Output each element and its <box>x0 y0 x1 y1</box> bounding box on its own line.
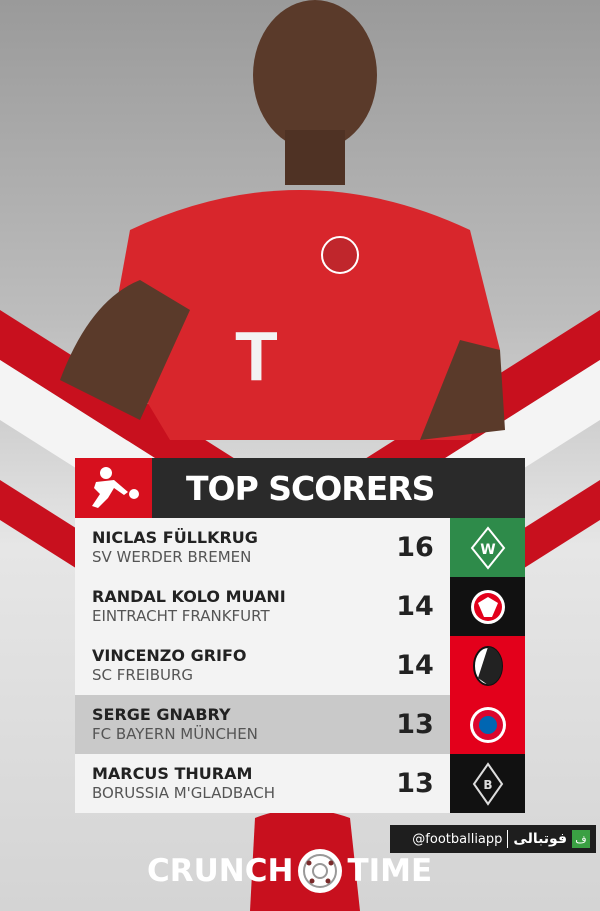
top-scorers-table: TOP SCORERS NICLAS FÜLLKRUG SV WERDER BR… <box>75 458 525 813</box>
svg-text:T: T <box>235 317 278 395</box>
player-info: RANDAL KOLO MUANI EINTRACHT FRANKFURT <box>75 577 380 636</box>
player-name: MARCUS THURAM <box>92 764 253 783</box>
goal-count: 14 <box>396 650 434 681</box>
meisterschale-icon <box>298 849 343 893</box>
watermark: @footballiapp فوتبالی ف <box>390 825 596 853</box>
club-badge <box>450 695 525 754</box>
club-name: SV WERDER BREMEN <box>92 548 252 566</box>
footballi-logo-icon: ف <box>572 830 590 848</box>
crunch-text: CRUNCH <box>147 853 294 889</box>
bundesliga-logo-icon <box>75 458 152 518</box>
club-name: EINTRACHT FRANKFURT <box>92 607 270 625</box>
player-info: MARCUS THURAM BORUSSIA M'GLADBACH <box>75 754 380 813</box>
goal-count: 13 <box>396 768 434 799</box>
fc-bayern-crest-icon <box>469 706 506 743</box>
club-badge: B <box>450 754 525 813</box>
player-info: VINCENZO GRIFO SC FREIBURG <box>75 636 380 695</box>
club-name: FC BAYERN MÜNCHEN <box>92 725 258 743</box>
werder-bremen-crest-icon: W <box>470 525 505 570</box>
goal-count: 16 <box>396 532 434 563</box>
table-row: MARCUS THURAM BORUSSIA M'GLADBACH 13 B <box>75 754 525 813</box>
watermark-handle: @footballiapp <box>412 831 503 847</box>
divider <box>507 830 509 848</box>
player-info: NICLAS FÜLLKRUG SV WERDER BREMEN <box>75 518 380 577</box>
club-name: SC FREIBURG <box>92 666 194 684</box>
sc-freiburg-crest-icon <box>472 645 503 686</box>
club-badge <box>450 636 525 695</box>
club-badge: W <box>450 518 525 577</box>
player-name: NICLAS FÜLLKRUG <box>92 528 258 547</box>
player-info: SERGE GNABRY FC BAYERN MÜNCHEN <box>75 695 380 754</box>
table-row: SERGE GNABRY FC BAYERN MÜNCHEN 13 <box>75 695 525 754</box>
table-row: RANDAL KOLO MUANI EINTRACHT FRANKFURT 14 <box>75 577 525 636</box>
table-header: TOP SCORERS <box>75 458 525 518</box>
player-name: RANDAL KOLO MUANI <box>92 587 286 606</box>
club-name: BORUSSIA M'GLADBACH <box>92 784 275 802</box>
table-row: NICLAS FÜLLKRUG SV WERDER BREMEN 16 W <box>75 518 525 577</box>
svg-text:W: W <box>480 542 495 558</box>
time-text: TIME <box>347 853 433 889</box>
table-row: VINCENZO GRIFO SC FREIBURG 14 <box>75 636 525 695</box>
player-name: SERGE GNABRY <box>92 705 231 724</box>
watermark-brand: فوتبالی <box>513 831 567 847</box>
goal-count: 13 <box>396 709 434 740</box>
crunch-time-logo: CRUNCH TIME <box>147 848 432 894</box>
gladbach-crest-icon: B <box>472 761 503 806</box>
club-badge <box>450 577 525 636</box>
table-title: TOP SCORERS <box>186 468 435 508</box>
goal-count: 14 <box>396 591 434 622</box>
eintracht-frankfurt-crest-icon <box>470 589 505 624</box>
svg-text:B: B <box>483 778 492 792</box>
player-name: VINCENZO GRIFO <box>92 646 247 665</box>
